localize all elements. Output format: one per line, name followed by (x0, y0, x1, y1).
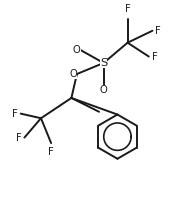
Text: O: O (73, 45, 81, 55)
Text: O: O (69, 69, 77, 79)
Text: F: F (16, 133, 22, 143)
Text: F: F (12, 109, 18, 119)
Text: F: F (125, 4, 131, 14)
Text: F: F (151, 53, 157, 62)
Text: F: F (155, 26, 161, 36)
Text: O: O (100, 85, 108, 95)
Text: F: F (48, 147, 54, 157)
Text: S: S (100, 58, 107, 68)
